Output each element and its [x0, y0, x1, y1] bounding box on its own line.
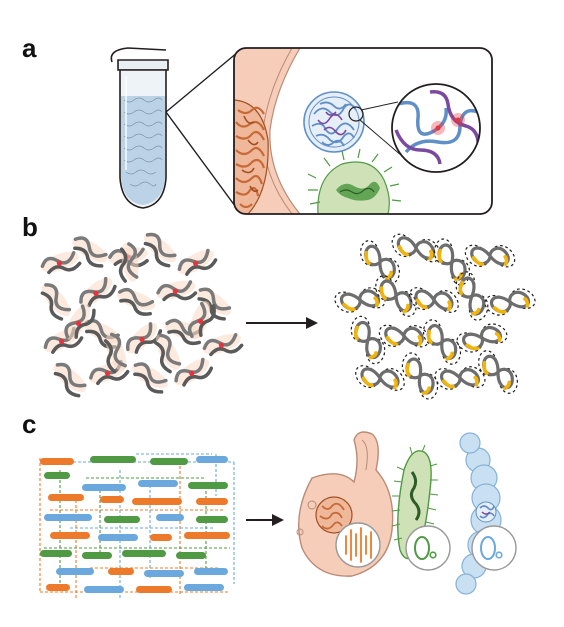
fragment: [156, 280, 198, 302]
panel-label-a: a: [22, 33, 37, 63]
panel-b-illustration: [40, 232, 536, 400]
ligated-loop: [484, 288, 536, 316]
contig: [98, 534, 138, 541]
fragment: [132, 362, 168, 394]
blue-chromatin-cell: [303, 91, 365, 153]
contig: [188, 482, 228, 489]
panel-label-b: b: [22, 212, 38, 242]
ligated-loop: [422, 319, 462, 365]
ligated-loop: [434, 366, 486, 390]
ligated-circular-loops: [334, 233, 536, 400]
contig-network: [39, 453, 235, 600]
ligated-loop: [391, 233, 441, 263]
fragment: [79, 276, 117, 308]
panel-a-illustration: [110, 47, 493, 215]
contig: [150, 534, 172, 541]
contig: [150, 458, 188, 465]
contig: [82, 484, 126, 491]
ligated-loop: [375, 275, 417, 317]
fragment: [64, 304, 96, 340]
contig: [184, 584, 224, 591]
green-bacterium: [307, 148, 402, 214]
fragment: [177, 248, 218, 276]
contig: [176, 552, 206, 559]
ligated-loop: [334, 287, 386, 313]
ligated-loop: [350, 315, 386, 365]
chromatin-detail-circle: [391, 83, 481, 173]
ligated-loop: [409, 287, 459, 313]
contig: [82, 552, 112, 559]
fragment: [53, 362, 87, 398]
contig: [104, 516, 140, 523]
contig: [44, 514, 92, 521]
ligated-loop: [360, 240, 400, 284]
panel-label-c: c: [22, 409, 37, 439]
contig: [194, 568, 228, 575]
ligated-loop: [478, 350, 518, 394]
ligated-loop: [455, 271, 489, 321]
fragment: [187, 301, 216, 339]
crosslinked-fragments: [40, 232, 244, 398]
contig: [196, 516, 228, 523]
contig: [56, 568, 94, 575]
circular-chromosome-icon: [471, 525, 517, 571]
contig: [196, 456, 228, 463]
arrow-right-icon: [246, 514, 284, 526]
fragment: [40, 251, 82, 275]
contig: [122, 550, 166, 557]
orange-dna-nucleus: [234, 99, 269, 214]
zoom-line-bottom: [165, 111, 239, 211]
panel-c-illustration: [39, 431, 517, 600]
contig: [136, 586, 172, 593]
contig: [48, 494, 84, 501]
contig: [90, 456, 136, 463]
contig: [50, 532, 90, 539]
circular-chromosome-icon: [405, 525, 451, 571]
contig: [196, 498, 228, 505]
ligated-loop: [456, 323, 508, 353]
fragment: [202, 333, 244, 357]
contig: [144, 570, 184, 577]
contig: [84, 586, 124, 593]
contig: [184, 532, 230, 539]
fragment: [72, 236, 108, 268]
zoom-box: [233, 47, 493, 215]
ligated-loop: [464, 244, 516, 268]
ligated-loop: [355, 365, 405, 391]
contig: [100, 496, 124, 503]
fragment: [103, 332, 127, 374]
microcentrifuge-tube-icon: [110, 47, 169, 209]
contig: [46, 584, 70, 591]
ligated-loop: [378, 324, 430, 348]
fragment: [118, 242, 139, 283]
arrow-right-icon: [246, 317, 318, 329]
fragment: [196, 287, 232, 321]
linear-chromosomes-icon: [335, 522, 381, 568]
zoom-line-top: [165, 51, 239, 113]
contig: [44, 472, 70, 479]
contig: [138, 480, 178, 487]
contig: [40, 550, 72, 557]
contig: [156, 514, 184, 521]
contig: [40, 458, 74, 465]
contig: [132, 498, 182, 505]
contig: [108, 568, 134, 575]
fragment: [154, 333, 182, 374]
fragment: [117, 287, 155, 316]
fragment: [40, 283, 72, 321]
fragment: [143, 232, 177, 268]
ligated-loop: [401, 352, 439, 400]
fragment: [174, 357, 214, 387]
